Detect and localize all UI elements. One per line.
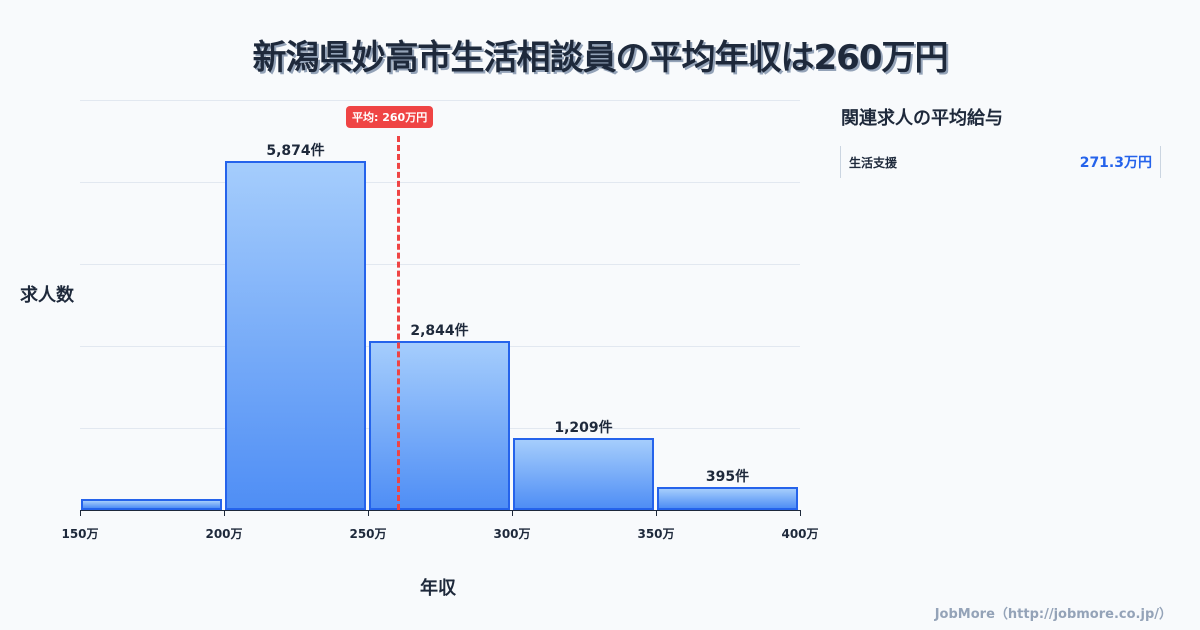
x-tick-label: 300万	[493, 527, 531, 541]
histogram-bar	[225, 160, 366, 510]
bar-value-label: 2,844件	[410, 323, 469, 339]
x-tick	[512, 510, 513, 516]
histogram-bar	[369, 341, 510, 510]
x-tick	[224, 510, 225, 516]
histogram-bar	[657, 486, 798, 510]
x-tick-label: 150万	[61, 527, 99, 541]
average-badge: 平均: 260万円	[346, 106, 434, 128]
average-line	[397, 136, 400, 510]
x-axis-label: 年収	[420, 578, 456, 599]
bar-value-label: 1,209件	[554, 420, 613, 437]
related-job-name: 生活支援	[849, 155, 898, 170]
x-tick-label: 400万	[781, 527, 819, 541]
grid-line	[80, 182, 800, 183]
histogram-plot: 5,874件 2,844件 1,209件 395件 150万 200万 250万 300万 3…	[61, 100, 819, 541]
x-tick-label: 350万	[637, 527, 675, 541]
grid-line	[80, 100, 800, 101]
related-salary-row[interactable]: 生活支援 271.3万円	[840, 146, 1161, 178]
histogram-bar	[81, 499, 222, 510]
x-axis-line	[80, 510, 800, 511]
footer-credit: JobMore（http://jobmore.co.jp/）	[934, 607, 1172, 622]
x-tick-label: 200万	[205, 527, 243, 541]
x-tick	[80, 510, 81, 516]
histogram-bar	[513, 438, 654, 510]
related-job-salary: 271.3万円	[1079, 155, 1152, 171]
grid-line	[80, 264, 800, 265]
x-tick	[368, 510, 369, 516]
chart-title: 新潟県妙高市生活相談員の平均年収は260万円	[252, 38, 949, 78]
bar-value-label: 395件	[705, 468, 750, 485]
bar-value-label: 5,874件	[266, 142, 325, 159]
y-axis-label: 求人数	[20, 285, 74, 306]
x-tick	[656, 510, 657, 516]
x-tick-label: 250万	[349, 527, 387, 541]
related-salary-title: 関連求人の平均給与	[841, 108, 1003, 129]
x-tick	[800, 510, 801, 516]
